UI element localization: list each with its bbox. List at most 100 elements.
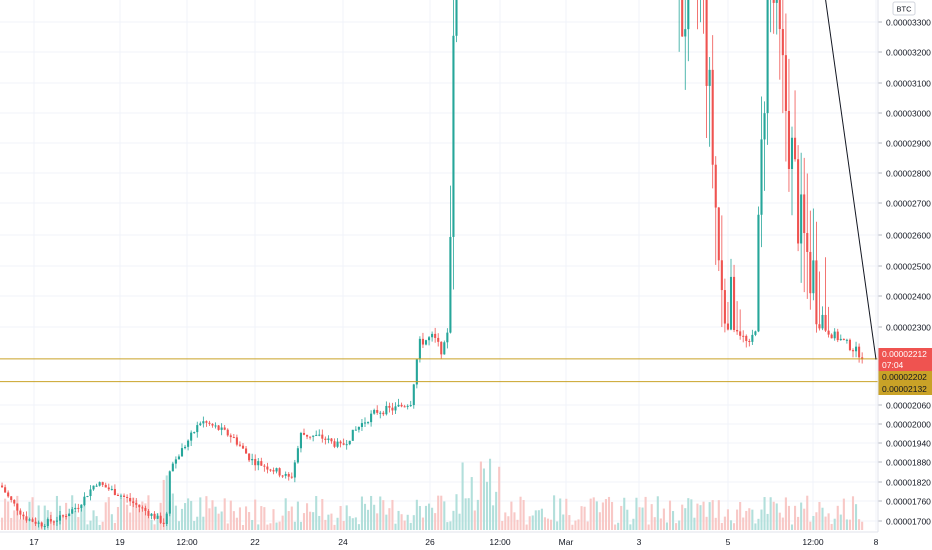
volume-bar xyxy=(190,500,193,530)
candle-body xyxy=(278,468,281,476)
candle-body xyxy=(736,329,739,332)
volume-bar xyxy=(119,497,123,530)
volume-bar xyxy=(373,504,376,530)
volume-bar xyxy=(498,466,501,530)
candle-body xyxy=(40,522,43,527)
candle-body xyxy=(284,473,287,476)
volume-bar xyxy=(733,523,736,530)
time-axis[interactable]: 17 19 12:00 22 24 26 12:00 Mar 3 5 12:00 8 xyxy=(0,531,932,550)
price-axis-label: 0.00001820 xyxy=(886,478,931,488)
volume-bar xyxy=(458,513,461,530)
volume-bar xyxy=(781,517,784,530)
volume-bar xyxy=(312,512,315,530)
candle-body xyxy=(360,423,363,427)
price-axis-label: 0.00002800 xyxy=(886,169,931,179)
candle-body xyxy=(275,468,278,472)
candle-body xyxy=(449,236,452,333)
volume-bar xyxy=(336,517,339,530)
candle-body xyxy=(711,69,714,165)
volume-bar xyxy=(757,518,760,530)
volume-bar xyxy=(550,519,553,530)
volume-bar xyxy=(827,513,830,530)
candle-body xyxy=(708,69,711,86)
volume-bar xyxy=(324,519,327,530)
volume-bar xyxy=(266,524,269,530)
volume-bar xyxy=(662,508,665,530)
candle-body xyxy=(333,441,336,447)
candle-body xyxy=(324,438,327,440)
volume-bar xyxy=(248,512,251,530)
volume-bar xyxy=(635,497,638,530)
candle-body xyxy=(757,214,760,332)
volume-bar xyxy=(623,497,626,530)
volume-bar xyxy=(92,510,95,530)
volume-bar xyxy=(68,514,71,530)
candle-body xyxy=(415,359,418,385)
volume-bar xyxy=(156,513,159,530)
candle-body xyxy=(800,194,803,244)
volume-bar xyxy=(330,513,333,530)
volume-bar xyxy=(525,524,528,530)
candle-body xyxy=(306,434,309,437)
volume-bar xyxy=(641,507,644,530)
volume-bar xyxy=(574,520,577,530)
candle-body xyxy=(214,425,217,427)
volume-bar xyxy=(437,495,440,530)
volume-bar xyxy=(406,514,409,530)
candle-body xyxy=(156,515,159,519)
volume-bar xyxy=(449,521,452,530)
volume-bar xyxy=(571,524,574,530)
volume-bar xyxy=(278,521,281,530)
volume-bar xyxy=(568,515,571,530)
price-axis-label: 0.00001880 xyxy=(886,458,931,468)
candle-body xyxy=(726,323,729,330)
volume-bar xyxy=(754,523,757,530)
candle-body xyxy=(77,507,80,509)
candle-body xyxy=(318,434,321,436)
volume-bar xyxy=(855,504,858,530)
volume-bar xyxy=(452,510,455,530)
volume-bar xyxy=(296,501,299,530)
volume-bar xyxy=(800,502,803,530)
volume-bar xyxy=(717,500,720,530)
volume-bar xyxy=(165,475,168,530)
volume-bar xyxy=(824,516,827,530)
candle-body xyxy=(62,515,65,517)
candle-body xyxy=(772,0,775,3)
volume-bar xyxy=(556,521,559,530)
volume-bar xyxy=(424,505,428,530)
time-axis-label: 24 xyxy=(338,537,348,547)
level-price-label-2: 0.00002132 xyxy=(882,384,927,394)
volume-bar xyxy=(708,502,711,530)
price-axis-label: 0.00002000 xyxy=(886,420,931,430)
volume-bar xyxy=(696,503,699,530)
candle-body xyxy=(116,494,119,496)
volume-bar xyxy=(772,501,775,530)
price-axis-label: 0.00002700 xyxy=(886,199,931,209)
price-axis-label: 0.00003100 xyxy=(886,79,931,89)
volume-bar xyxy=(342,520,345,530)
candle-body xyxy=(373,409,376,414)
time-axis-label: 5 xyxy=(726,537,731,547)
price-axis-label: 0.00002600 xyxy=(886,231,931,241)
volume-bar xyxy=(333,524,336,530)
candle-body xyxy=(205,421,208,423)
volume-bar xyxy=(546,518,550,530)
volume-bar xyxy=(714,517,717,530)
candle-body xyxy=(1,485,4,488)
candle-body xyxy=(421,338,424,345)
candle-body xyxy=(684,29,687,37)
level-price-label-1: 0.00002202 xyxy=(882,372,927,382)
last-price-badge xyxy=(878,348,932,371)
price-axis[interactable]: 0.00003300 0.00003200 0.00003100 0.00003000… xyxy=(877,0,932,550)
candle-body xyxy=(403,406,406,408)
volume-bar xyxy=(739,502,742,530)
volume-bar xyxy=(339,505,342,530)
volume-bar xyxy=(348,516,351,530)
volume-bar xyxy=(360,496,363,530)
volume-bar xyxy=(113,522,116,530)
candle-body xyxy=(763,113,766,140)
volume-bar xyxy=(589,498,592,530)
candle-body xyxy=(19,510,22,515)
